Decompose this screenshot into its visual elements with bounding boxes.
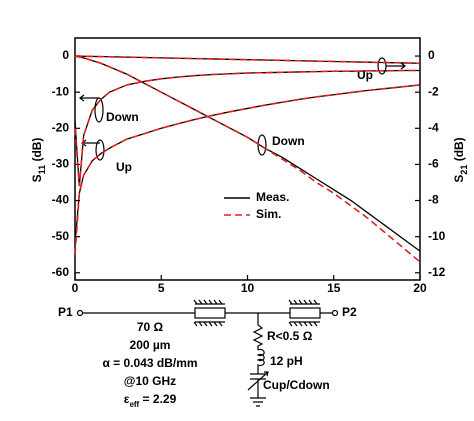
line-loss: α = 0.043 dB/mm xyxy=(102,356,197,370)
port-label: P2 xyxy=(342,305,357,319)
label-sub: eff xyxy=(129,400,139,409)
x-tick-label: 15 xyxy=(327,281,341,295)
y2-tick-label: -4 xyxy=(428,120,439,134)
x-tick-label: 0 xyxy=(72,281,79,295)
label-part: (dB) xyxy=(452,137,466,164)
x-tick-label: 5 xyxy=(158,281,165,295)
y-tick-label: -60 xyxy=(52,265,70,279)
label-sub: 11 xyxy=(37,165,47,175)
x-tick-label: 10 xyxy=(241,281,255,295)
data-line xyxy=(74,69,420,187)
y2-axis-label: S21 (dB) xyxy=(452,137,469,182)
capacitor-label: Cup/Cdown xyxy=(263,378,330,392)
data-line xyxy=(75,55,421,64)
label-part: ε xyxy=(124,392,130,406)
line-permittivity: εeff = 2.29 xyxy=(124,392,177,408)
label-part: = 2.29 xyxy=(139,392,176,406)
y2-tick-label: -12 xyxy=(428,265,446,279)
y-axis-label: S11 (dB) xyxy=(30,138,47,183)
label-part: S xyxy=(30,174,44,182)
line-impedance: 70 Ω xyxy=(137,320,164,334)
y2-tick-label: -6 xyxy=(428,157,439,171)
y-tick-label: -30 xyxy=(52,157,70,171)
y-tick-label: -50 xyxy=(52,229,70,243)
label-part: S xyxy=(452,175,466,183)
data-line xyxy=(74,55,421,263)
label-part: (dB) xyxy=(30,138,44,165)
y-tick-label: -10 xyxy=(52,84,70,98)
legend-label: Sim. xyxy=(256,207,281,221)
y2-tick-label: -10 xyxy=(428,229,446,243)
line-length: 200 µm xyxy=(130,338,171,352)
y-tick-label: -40 xyxy=(52,193,70,207)
annotation: Up xyxy=(357,68,373,82)
y-tick-label: -20 xyxy=(52,120,70,134)
data-line xyxy=(75,55,421,65)
y-tick-label: 0 xyxy=(62,48,69,62)
inductor-label: 12 pH xyxy=(270,354,303,368)
annotation-marks xyxy=(79,57,406,161)
line-frequency: @10 GHz xyxy=(124,374,176,388)
y2-tick-label: -8 xyxy=(428,193,439,207)
data-line xyxy=(74,84,421,255)
x-tick-label: 20 xyxy=(413,281,427,295)
y2-tick-label: 0 xyxy=(428,48,435,62)
annotation: Down xyxy=(272,134,305,148)
legend-label: Meas. xyxy=(256,190,289,204)
label-sub: 21 xyxy=(459,165,469,175)
y2-tick-label: -2 xyxy=(428,84,439,98)
annotation: Down xyxy=(106,110,139,124)
annotation: Up xyxy=(116,160,132,174)
port-label: P1 xyxy=(58,305,73,319)
circuit-diagram xyxy=(76,299,339,407)
resistor-label: R<0.5 Ω xyxy=(267,329,313,343)
